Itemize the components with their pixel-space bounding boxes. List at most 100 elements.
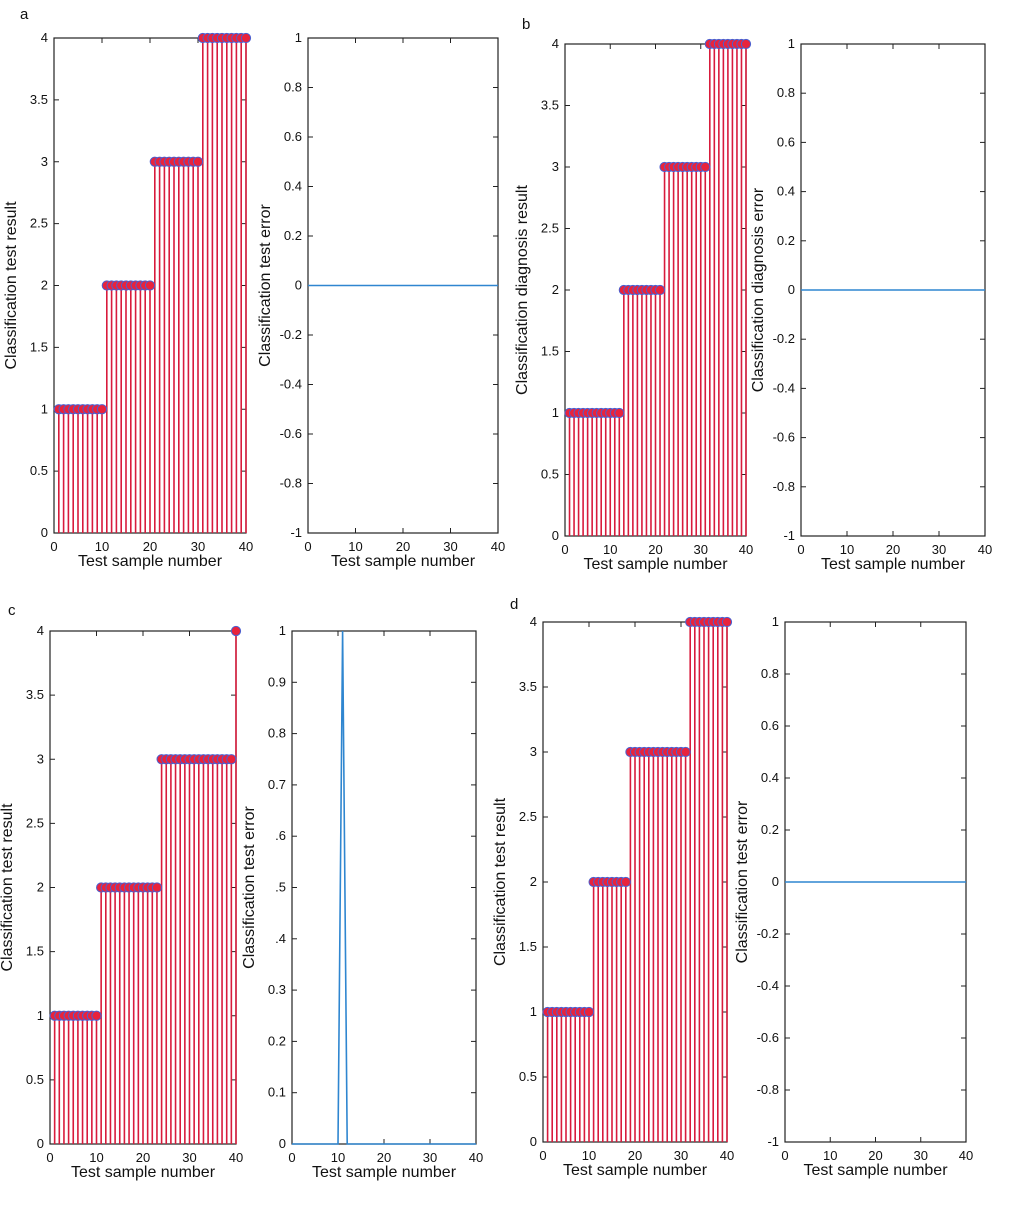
stem-marker [583, 1006, 595, 1018]
panel-c-error-ytick-label: 0 [279, 1136, 286, 1151]
panel-c-error-xtick-label: 10 [331, 1150, 345, 1165]
panel-a-result-xtick-label: 30 [191, 539, 205, 554]
panel-b-error-ytick-label: -0.6 [773, 430, 795, 445]
panel-b-error-ytick-label: 0.4 [777, 184, 795, 199]
panel-b-error-ytick-label: -0.2 [773, 331, 795, 346]
panel-c-error-xtick-label: 40 [469, 1150, 483, 1165]
panel-d-result-xlabel: Test sample number [563, 1162, 708, 1179]
panel-b-result-ytick-label: 0.5 [541, 467, 559, 482]
panel-b-result-xtick-label: 10 [603, 542, 617, 557]
panel-a-result-xlabel: Test sample number [78, 553, 223, 570]
panel-a-error-xtick-label: 10 [348, 539, 362, 554]
panel-b-result-ytick-label: 2.5 [541, 221, 559, 236]
panel-b-error-ytick-label: 0.2 [777, 233, 795, 248]
error-line [292, 630, 476, 1145]
panel-c-result-ylabel: Classification test result [0, 803, 16, 972]
panel-c-error-chart: 0 10 20 30 40 0 0.1 0.2 0.3 .4 .5 .6 0.7 0.8 0.9 1 Test … [241, 623, 483, 1181]
panel-d-error-chart: 0 10 20 30 40 -1 -0.8 -0.6 -0.4 -0.2 0 0.2 0.4 0.6 0.8… [734, 614, 973, 1179]
panel-c-result-xtick-label: 40 [229, 1150, 243, 1165]
stem-marker [226, 754, 237, 765]
panel-d-result-xtick-label: 20 [628, 1148, 642, 1163]
panel-a-error-ytick-label: 0.8 [284, 80, 302, 95]
panel-c-error-xtick-label: 30 [423, 1150, 437, 1165]
panel-c-result-ytick-label: 1.5 [26, 944, 44, 959]
panel-a-error-ytick-label: -0.4 [280, 377, 302, 392]
panel-letter-a: a [20, 6, 29, 23]
panel-a-result-ytick-label: 2.5 [30, 216, 48, 231]
stem-marker [740, 38, 752, 50]
panel-b-error-xtick-label: 0 [797, 542, 804, 557]
panel-d-result-xtick-label: 40 [720, 1148, 734, 1163]
panel-d-error-ytick-label: -1 [767, 1134, 779, 1149]
panel-a-result-xtick-label: 0 [50, 539, 57, 554]
panel-a-error-ytick-label: 0.2 [284, 228, 302, 243]
panel-d-result-ytick-label: 1 [530, 1004, 537, 1019]
panel-a-error-xtick-label: 40 [491, 539, 505, 554]
panel-a-error-xtick-label: 20 [396, 539, 410, 554]
panel-a-result-xtick-label: 40 [239, 539, 253, 554]
panel-b-result-ytick-label: 3.5 [541, 98, 559, 113]
panel-a-result-ytick-label: 1.5 [30, 339, 48, 354]
panel-c-result-ytick-label: 1 [37, 1008, 44, 1023]
panel-letter-d: d [510, 596, 518, 613]
panel-a-error-xtick-label: 30 [443, 539, 457, 554]
panel-d-result-ylabel: Classification test result [492, 797, 509, 966]
panel-c-result-ytick-label: 2.5 [26, 815, 44, 830]
panel-d-error-ylabel: Classification test error [734, 800, 751, 963]
panel-c-error-ytick-label: 0.3 [268, 982, 286, 997]
panel-c-result-xlabel: Test sample number [71, 1164, 216, 1181]
panel-d-error-xlabel: Test sample number [803, 1162, 948, 1179]
panel-c-result-xtick-label: 10 [89, 1150, 103, 1165]
panel-b-error-xtick-label: 30 [932, 542, 946, 557]
panel-d-error-ytick-label: -0.4 [757, 978, 779, 993]
panel-c-error-ytick-label: 0.9 [268, 674, 286, 689]
panel-d-error-ytick-label: 0.4 [761, 770, 779, 785]
panel-b-error-ytick-label: 0.8 [777, 85, 795, 100]
panel-a-error-ytick-label: 1 [295, 30, 302, 45]
panel-d-result-ytick-label: 2 [530, 874, 537, 889]
panel-d-result-xtick-label: 0 [539, 1148, 546, 1163]
panel-d-result-ytick-label: 4 [530, 614, 537, 629]
panel-d-result-xtick-label: 30 [674, 1148, 688, 1163]
panel-b-error-xlabel: Test sample number [821, 556, 966, 573]
stem-marker [614, 407, 625, 419]
panel-b-error-ytick-label: 1 [788, 36, 795, 51]
panel-b-error-ytick-label: -1 [783, 528, 795, 543]
stem-marker [192, 156, 204, 167]
panel-c-result-ytick-label: 3.5 [26, 687, 44, 702]
panel-a-error-ytick-label: -0.2 [280, 327, 302, 342]
panel-a-result-ytick-label: 2 [41, 278, 48, 293]
panel-b-error-ytick-label: 0 [788, 282, 795, 297]
panel-c-result-ytick-label: 2 [37, 880, 44, 895]
panel-b-error-xtick-label: 10 [840, 542, 854, 557]
panel-b-error-chart: 0 10 20 30 40 -1 -0.8 -0.6 -0.4 -0.2 0 0.2 0.4 0.6 0.8… [750, 36, 992, 573]
panel-b-result-xtick-label: 20 [648, 542, 662, 557]
panel-a-result-xtick-label: 10 [95, 539, 109, 554]
stem-marker [151, 882, 163, 893]
panel-d-error-xtick-label: 40 [959, 1148, 973, 1163]
panel-c-error-ytick-label: 1 [279, 623, 286, 638]
panel-a-error-chart: 0 10 20 30 40 -1 -0.8 -0.6 -0.4 -0.2 0 0.2 0.4 0.6 0.8… [257, 30, 505, 570]
panel-a-result-ytick-label: 3.5 [30, 92, 48, 107]
panel-c-result-xtick-label: 20 [136, 1150, 150, 1165]
stem-marker [91, 1010, 102, 1021]
panel-a-error-ytick-label: 0.4 [284, 179, 302, 194]
panel-a-error-ytick-label: -1 [290, 525, 302, 540]
panel-a-error-ytick-label: 0 [295, 278, 302, 293]
stem-marker [230, 625, 242, 637]
panel-c-error-ytick-label: 0.7 [268, 777, 286, 792]
panel-b-result-xlabel: Test sample number [583, 556, 728, 573]
panel-a-error-xtick-label: 0 [304, 539, 311, 554]
panel-a-result-ytick-label: 1 [41, 401, 48, 416]
stem-marker [721, 616, 733, 628]
panel-c-result-ytick-label: 0 [37, 1136, 44, 1151]
panel-d-result-ytick-label: 0 [530, 1134, 537, 1149]
panel-c-error-ytick-label: 0.2 [268, 1033, 286, 1048]
stem-marker [680, 746, 691, 758]
panel-d-error-xtick-label: 10 [823, 1148, 837, 1163]
panel-c-error-xlabel: Test sample number [312, 1164, 457, 1181]
stem-marker [620, 876, 631, 888]
panel-a-error-ytick-label: 0.6 [284, 129, 302, 144]
panel-a-error-ytick-label: -0.6 [280, 426, 302, 441]
